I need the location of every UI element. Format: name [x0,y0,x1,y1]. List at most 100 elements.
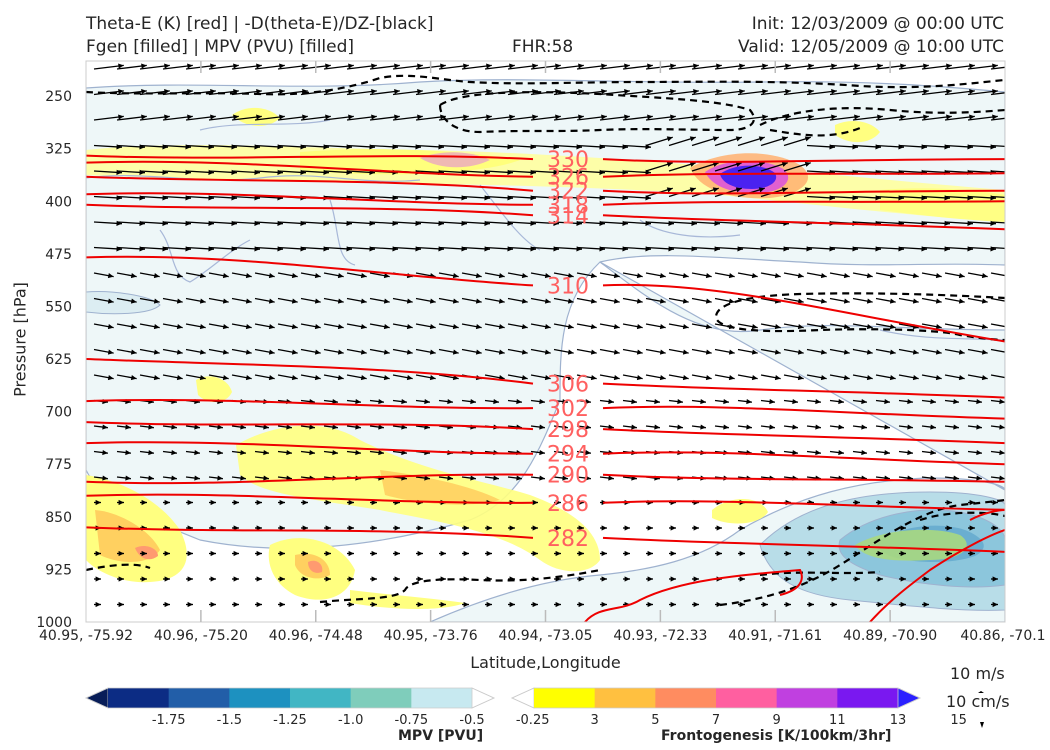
wind-vector-head [647,88,653,95]
theta-e-label: 282 [547,527,589,552]
wind-vector-head [624,63,630,69]
colorbar-extend-right [897,687,921,709]
wind-vector-head [976,475,982,481]
wind-vector-head [958,273,965,279]
wind-vector-head [866,349,873,355]
wind-vector-head [348,499,354,506]
wind-vector-head [785,88,791,95]
wind-vector-head [820,349,827,355]
wind-vector-head [797,375,804,381]
wind-vector-head [946,114,952,120]
wind-vector-head [723,424,729,430]
wind-vector-head [233,63,239,69]
wind-vector-head [746,424,752,430]
wind-vector-head [762,114,768,120]
ref-vector-arrows [978,691,984,728]
wind-vector-head [785,63,791,69]
wind-vector-head [355,424,361,430]
wind-vector-head [452,298,459,304]
wind-vector-head [666,187,673,193]
wind-vector-head [861,398,867,405]
wind-vector-head [486,550,492,557]
wind-vector-head [923,576,929,582]
wind-vector-head [360,375,367,381]
wind-vector-head [187,63,193,69]
wind-vector-head [923,63,929,69]
wind-vector-head [562,398,568,405]
wind-vector-head [555,601,561,608]
wind-vector-head [762,601,768,608]
wind-vector-head [762,576,768,582]
fgen-colorbar-label: Frontogenesis [K/100km/3hr] [661,728,892,744]
wind-vector-head [935,349,942,355]
colorbar-extend-right [471,687,495,709]
wind-vector-head [953,424,959,430]
wind-vector-head [808,525,814,531]
wind-vector-head [493,398,499,405]
wind-vector-head [509,601,515,608]
wind-vector-head [286,449,292,456]
wind-vector-head [682,349,689,355]
ref-vector-horizontal-label: 10 m/s [950,664,1005,683]
wind-vector-head [808,114,814,120]
wind-vector-head [417,576,423,582]
wind-vector-head [808,576,814,582]
wind-vector-head [689,187,696,193]
wind-vector-head [670,550,676,557]
y-tick-label: 625 [45,352,72,368]
thin-contour-6 [199,119,331,131]
wind-vector-head [302,114,308,120]
wind-vector-head [217,449,223,456]
wind-vector-head [935,324,942,330]
wind-vector-head [498,298,505,304]
wind-vector-head [309,424,315,430]
wind-vector-head [797,324,804,330]
wind-vector-head [348,525,354,531]
theta-e-surface-features [584,509,1005,622]
wind-vector-head [981,349,988,355]
wind-vector-head [544,298,551,304]
wind-vector-head [95,499,101,506]
wind-vector-head [360,298,367,304]
wind-vector-head [992,576,998,582]
wind-vector-head [406,349,413,355]
wind-vector-head [486,114,492,120]
theta-e-contours [86,154,1005,553]
theta-e-line [86,175,1005,195]
wind-vector-head [325,525,331,531]
wind-vector-head [176,298,183,304]
wind-vector-head [739,63,745,69]
wind-vector-head [429,375,436,381]
wind-vector-head [279,601,285,608]
wind-vector-head [735,187,742,193]
x-tick-label: 40.96, -74.48 [269,628,363,644]
wind-vector-head [118,63,124,69]
wind-vector-head [578,114,584,120]
colorbar-swatch [229,688,291,708]
wind-vector-head [401,398,407,405]
wind-vector-head [176,324,183,330]
wind-vector-head [332,398,338,405]
wind-vector-head [739,601,745,608]
wind-vector-head [969,576,975,582]
colorbar-tick-label: 3 [591,713,599,728]
fgen-lower-orange [380,470,500,505]
wind-vector-head [217,424,223,430]
dashed-contour-mid-right [714,292,1005,342]
wind-vector-head [578,499,584,506]
wind-vector-head [585,424,591,430]
wind-vector-head [222,349,229,355]
wind-vector-head [452,324,459,330]
wind-vector-head [884,449,890,456]
wind-vector-head [371,576,377,582]
wind-vector-head [130,349,137,355]
wind-vector-head [992,601,998,608]
wind-vector-head [762,525,768,531]
wind-vector-head [164,63,170,69]
wind-vector-head [360,324,367,330]
wind-vector-head [958,349,965,355]
wind-vector-head [544,324,551,330]
wind-vector-head [210,550,216,557]
wind-vector-head [912,375,919,381]
wind-vector-head [781,187,788,193]
